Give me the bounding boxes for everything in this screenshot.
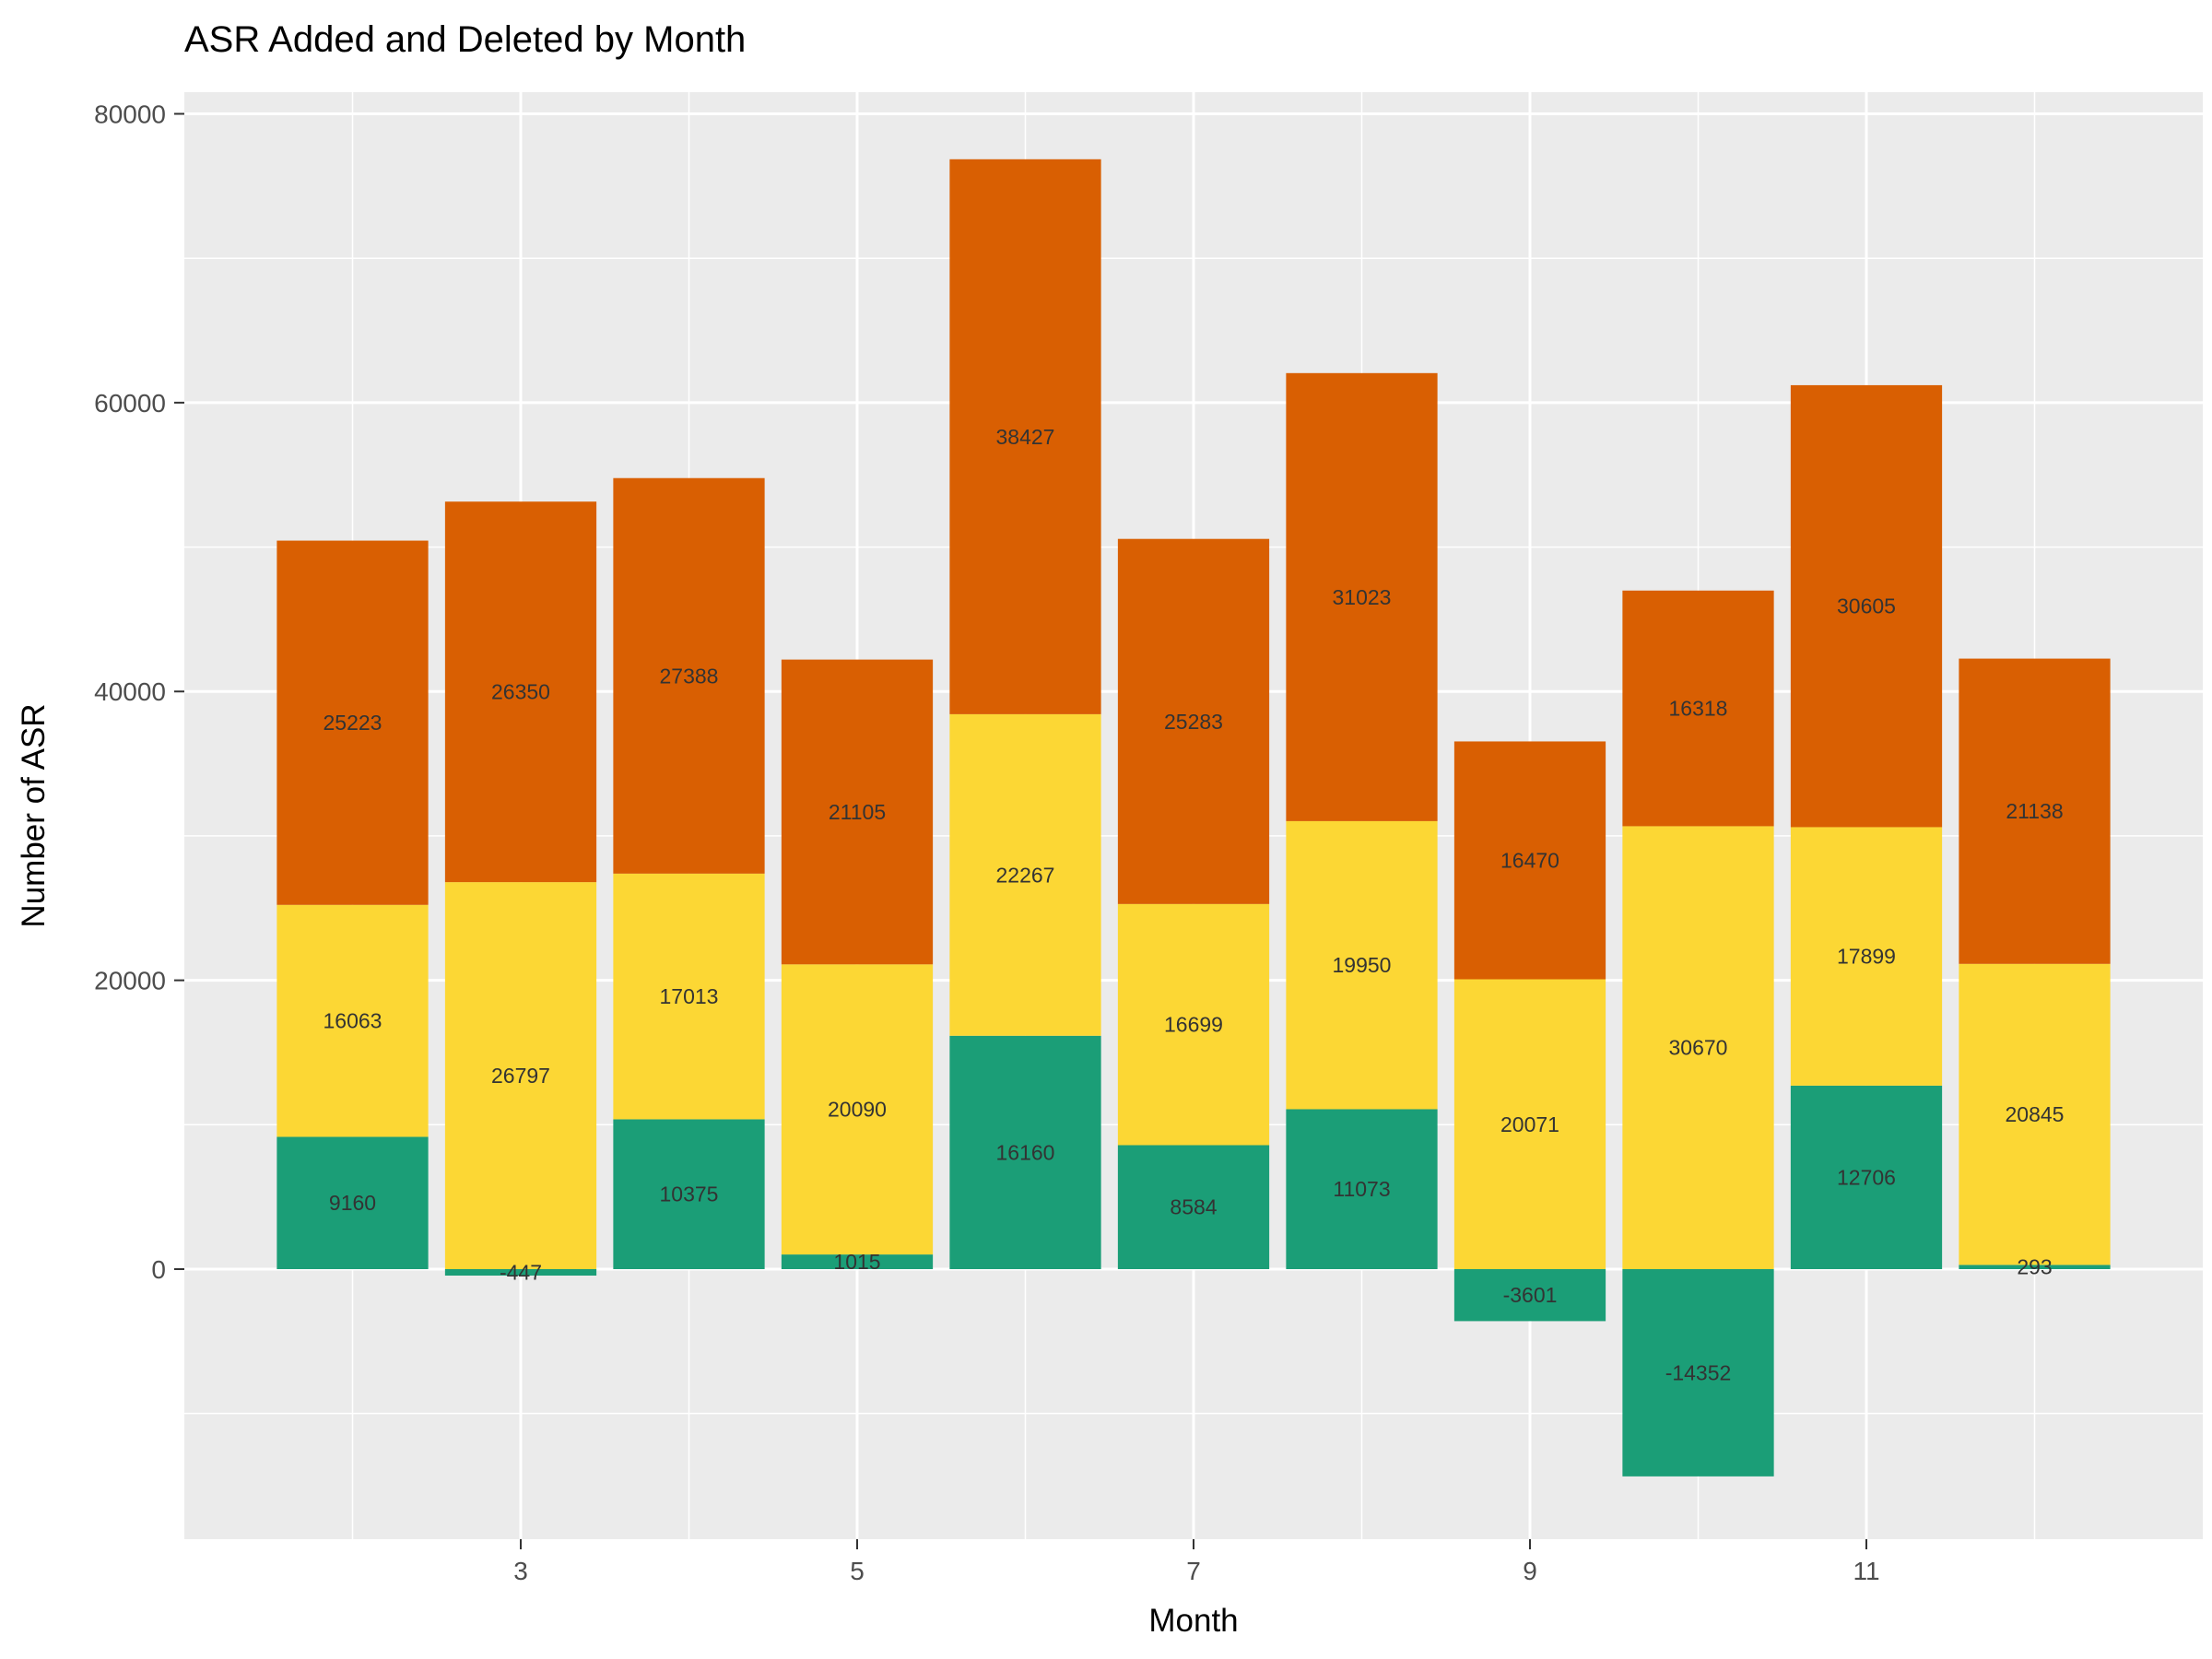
bar-segment [1286,1109,1438,1269]
bar-segment [1959,963,2111,1265]
y-tick-label: 20000 [94,967,166,995]
data-label: 25223 [324,711,382,735]
data-label: 21138 [2006,799,2063,823]
data-label: 12706 [1837,1165,1896,1189]
data-label: -14352 [1665,1360,1732,1384]
bar-segment [444,882,597,1269]
data-label: 11073 [1333,1177,1390,1201]
data-label: 20071 [1500,1112,1559,1136]
y-tick-label: 60000 [94,389,166,418]
bar-segment [1117,1145,1270,1269]
bar-segment [276,904,429,1137]
data-label: 30670 [1669,1036,1728,1060]
data-label: 25283 [1164,710,1223,734]
bar-segment [1117,903,1270,1146]
bar-segment [1790,384,1943,828]
y-axis-title: Number of ASR [16,703,52,927]
chart-title: ASR Added and Deleted by Month [184,19,746,60]
data-label: 20090 [828,1098,887,1122]
data-label: 21105 [829,800,886,824]
y-tick-label: 80000 [94,100,166,129]
bar-segment [613,873,765,1120]
data-label: 10375 [660,1182,719,1206]
x-tick-label: 3 [513,1557,528,1585]
y-tick-label: 0 [151,1255,166,1284]
bar-segment [613,477,765,874]
x-axis-title: Month [1148,1603,1238,1639]
bar-segments [276,159,2111,1477]
bar-segment [1286,372,1438,821]
bar-segment [1453,741,1606,980]
bar-segment [276,540,429,905]
bar-segment [276,1136,429,1269]
data-label: 27388 [660,664,719,688]
bar-segment [781,659,934,965]
bar-segment [781,1254,934,1269]
data-label: 16470 [1500,848,1559,872]
bar-segment [1622,826,1774,1269]
bar-segment [1959,1265,2111,1269]
data-label: 38427 [996,425,1055,449]
data-label: 17013 [660,984,719,1008]
data-label: 17899 [1837,945,1896,969]
data-label: 26350 [491,680,550,704]
bar-segment [949,713,1101,1036]
bar-segment [949,1035,1101,1269]
bar-segment [781,964,934,1255]
bar-segment [1453,1268,1606,1322]
bar-segment [444,1268,597,1276]
bar-segment [1286,820,1438,1110]
data-label: 19950 [1333,953,1392,977]
bar-segment [1790,827,1943,1086]
data-label: 16160 [996,1140,1055,1164]
bar-segment [1117,538,1270,904]
x-tick-label: 7 [1186,1557,1201,1585]
data-label: 31023 [1333,585,1392,609]
data-label: 9160 [329,1191,376,1215]
data-label: 30605 [1837,594,1896,618]
bar-segment [613,1119,765,1269]
data-label: -447 [500,1260,542,1284]
x-axis: 3 5 7 9 11 [513,1539,1880,1585]
y-axis: 0 20000 40000 60000 80000 [94,100,184,1284]
y-tick-label: 40000 [94,677,166,706]
data-label: 1015 [833,1250,880,1274]
data-label: 22267 [996,863,1055,887]
bar-segment [1622,590,1774,827]
data-label: 16063 [324,1009,382,1033]
data-label: 16699 [1164,1013,1223,1037]
data-label: -3601 [1503,1283,1558,1307]
data-label: 8584 [1170,1195,1217,1219]
data-label: 293 [2017,1255,2052,1279]
x-tick-label: 9 [1523,1557,1537,1585]
bar-segment [1453,979,1606,1269]
bar-segment [1790,1085,1943,1269]
data-label: 20845 [2006,1102,2065,1126]
data-label: 16318 [1669,697,1728,721]
bar-segment [949,159,1101,714]
bar-segment [1622,1268,1774,1477]
data-label: 26797 [491,1064,550,1088]
bar-segment [1959,658,2111,964]
bar-segment [444,501,597,883]
x-tick-label: 5 [850,1557,865,1585]
data-labels: 9160 16063 25223 -447 26797 26350 10375 17013 27… [324,425,2065,1385]
x-tick-label: 11 [1853,1557,1879,1585]
